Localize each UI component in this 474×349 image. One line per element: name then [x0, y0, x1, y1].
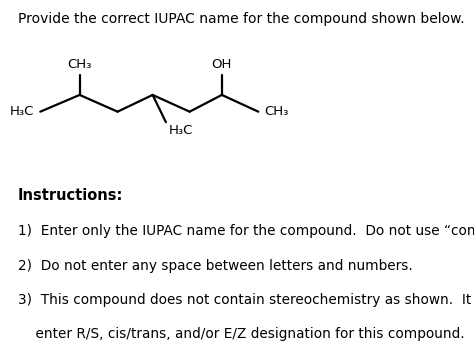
Text: enter R/S, cis/trans, and/or E/Z designation for this compound.: enter R/S, cis/trans, and/or E/Z designa…: [18, 327, 465, 341]
Text: 1)  Enter only the IUPAC name for the compound.  Do not use “common” names.: 1) Enter only the IUPAC name for the com…: [18, 224, 474, 238]
Text: 2)  Do not enter any space between letters and numbers.: 2) Do not enter any space between letter…: [18, 259, 413, 273]
Text: H₃C: H₃C: [169, 124, 193, 137]
Text: Instructions:: Instructions:: [18, 188, 123, 203]
Text: 3)  This compound does not contain stereochemistry as shown.  It is not necessar: 3) This compound does not contain stereo…: [18, 293, 474, 307]
Text: CH₃: CH₃: [67, 58, 92, 71]
Text: Provide the correct IUPAC name for the compound shown below.: Provide the correct IUPAC name for the c…: [18, 12, 465, 26]
Text: OH: OH: [212, 58, 232, 71]
Text: CH₃: CH₃: [264, 105, 288, 118]
Text: H₃C: H₃C: [10, 105, 35, 118]
